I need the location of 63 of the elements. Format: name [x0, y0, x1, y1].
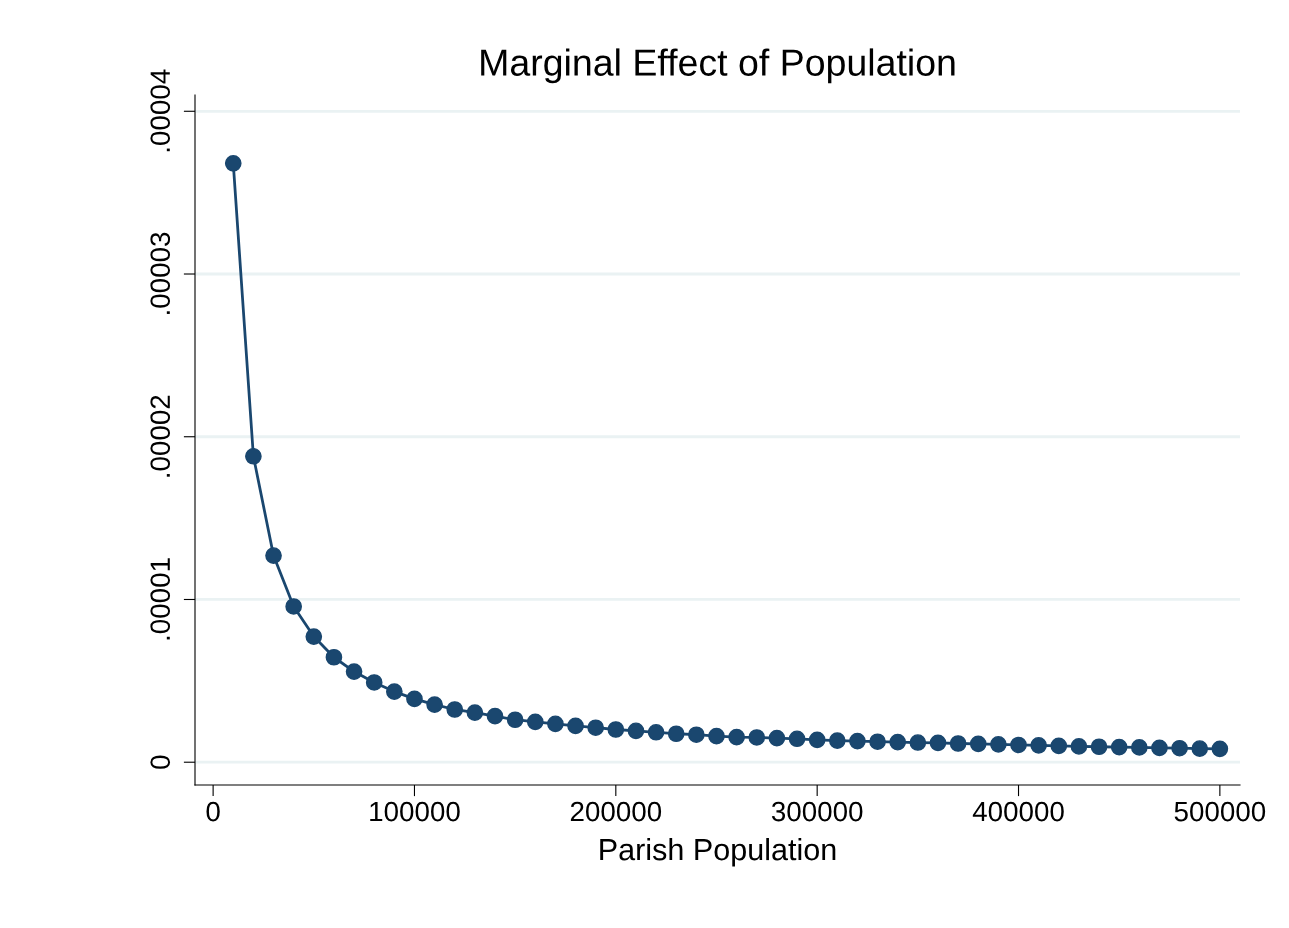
point: [990, 735, 1007, 753]
point: [1110, 738, 1128, 756]
y-tick-label: .00004: [150, 69, 171, 152]
y-tick-label: 0: [150, 755, 171, 769]
point: [627, 722, 645, 740]
point: [446, 701, 464, 718]
point: [1130, 739, 1148, 756]
point: [1211, 740, 1229, 758]
point: [889, 733, 907, 751]
y-tick-label: .00003: [150, 232, 171, 314]
x-tick-label: 100000: [370, 801, 460, 822]
point: [1171, 739, 1188, 757]
point: [365, 674, 383, 691]
x-tick-label: 200000: [570, 801, 662, 822]
point: [929, 734, 947, 752]
point: [728, 728, 745, 746]
point: [466, 704, 484, 721]
point: [1070, 738, 1088, 755]
point: [1151, 739, 1168, 757]
point: [1191, 740, 1209, 757]
point: [909, 734, 927, 751]
point: [768, 729, 786, 747]
y-tick-label: .00002: [150, 395, 171, 477]
chart-title: Marginal Effect of Population: [481, 48, 955, 84]
point: [607, 721, 625, 738]
point: [406, 690, 423, 708]
x-tick-label: 0: [206, 801, 220, 822]
point: [788, 730, 806, 748]
point: [1090, 738, 1108, 756]
x-tick-label: 300000: [771, 801, 863, 822]
point: [748, 729, 766, 746]
x-tick-label: 500000: [1174, 801, 1266, 822]
point: [708, 727, 725, 745]
x-axis-title: Parish Population: [600, 837, 836, 867]
point: [547, 715, 564, 733]
point: [969, 735, 987, 753]
point: [245, 447, 262, 465]
point: [386, 683, 403, 700]
point: [808, 731, 826, 749]
point: [285, 598, 302, 615]
point: [1010, 736, 1027, 754]
point: [567, 717, 584, 735]
point: [305, 628, 323, 645]
point: [1030, 736, 1047, 754]
point: [526, 713, 544, 731]
point: [486, 707, 504, 725]
point: [828, 732, 846, 749]
point: [426, 696, 443, 713]
point: [869, 733, 886, 751]
point: [265, 547, 282, 564]
point: [345, 663, 363, 680]
point: [667, 725, 685, 743]
point: [1050, 737, 1068, 755]
point: [949, 735, 967, 752]
point: [647, 723, 665, 741]
point: [506, 711, 524, 729]
point: [587, 719, 605, 737]
y-tick-label: .00001: [150, 558, 171, 640]
point: [688, 726, 705, 744]
point: [224, 155, 242, 172]
x-tick-label: 400000: [972, 801, 1064, 822]
point: [849, 732, 866, 750]
point: [325, 648, 343, 666]
